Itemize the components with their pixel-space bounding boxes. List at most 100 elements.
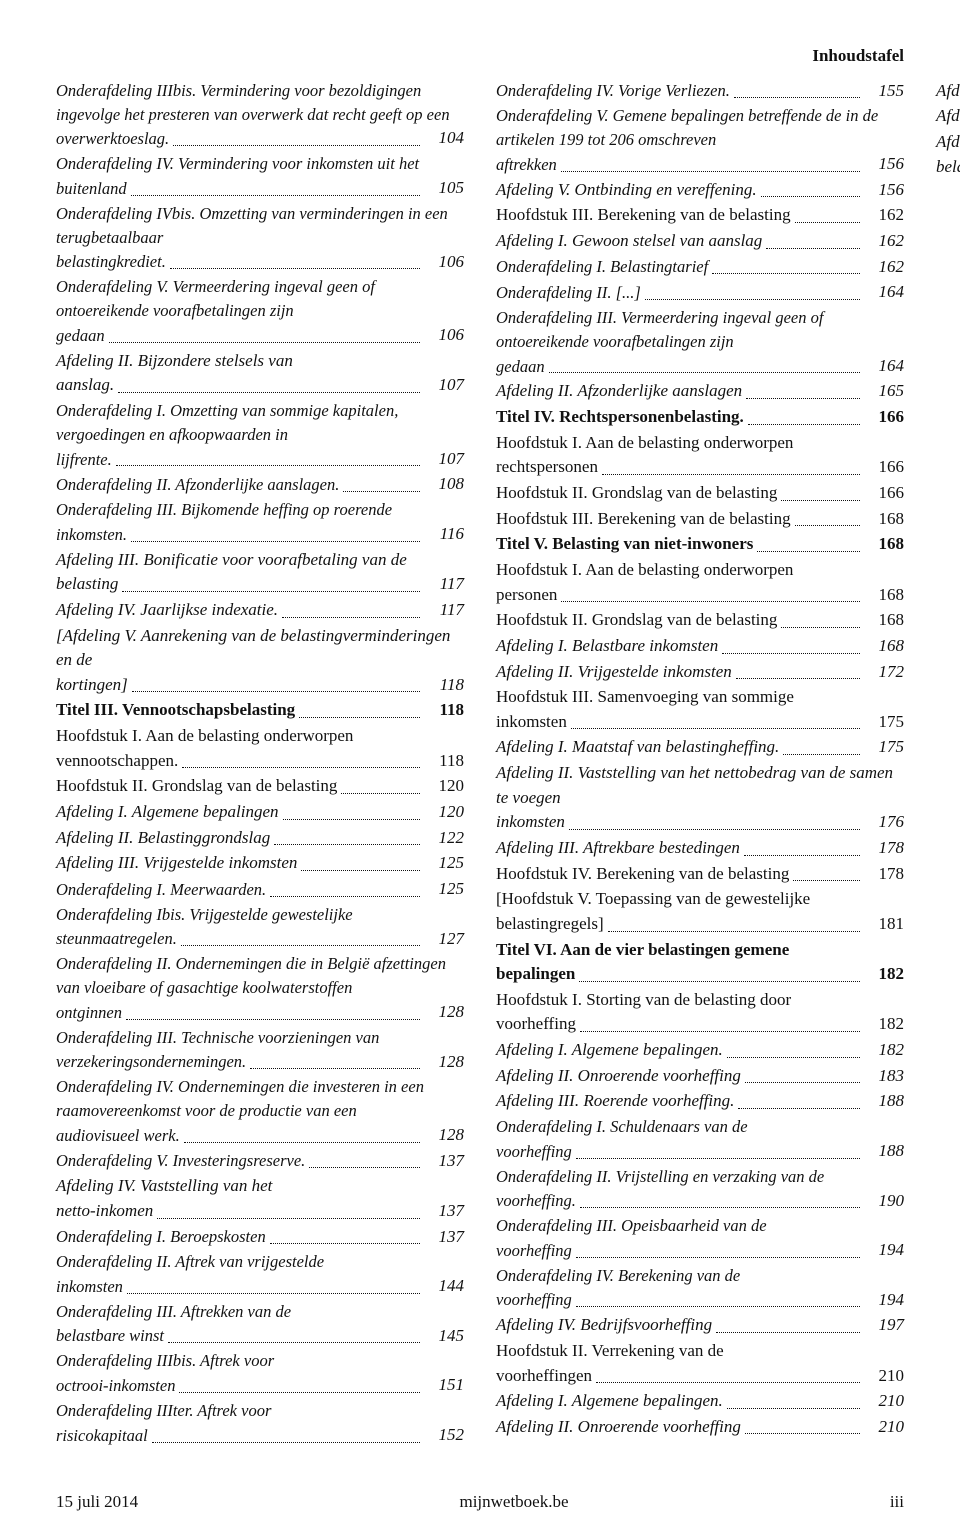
toc-entry: Afdeling IIIbis. [...]211 [936, 104, 960, 129]
toc-entry-label: Hoofdstuk III. Samenvoeging van sommige [496, 685, 904, 710]
toc-entry-page: 165 [864, 379, 904, 404]
toc-entry-label-tail: gedaan [56, 324, 105, 348]
leader-dots [170, 268, 420, 269]
toc-entry-label-tail: aanslag. [56, 373, 114, 398]
toc-entry-page: 137 [424, 1225, 464, 1250]
toc-entry-page: 162 [864, 203, 904, 228]
toc-entry-page: 120 [424, 774, 464, 799]
toc-entry-page: 137 [424, 1199, 464, 1224]
leader-dots [270, 896, 420, 897]
toc-entry: Hoofdstuk II. Grondslag van de belasting… [496, 608, 904, 633]
leader-dots [109, 342, 420, 343]
toc-entry-label-tail: belastingregels] [496, 912, 604, 937]
leader-dots [576, 1306, 860, 1307]
toc-entry: Afdeling III. Roerende voorheffing. 188 [496, 1089, 904, 1114]
leader-dots [131, 195, 420, 196]
toc-entry: Titel V. Belasting van niet-inwoners168 [496, 532, 904, 557]
leader-dots [282, 617, 420, 618]
toc-entry: Afdeling IV. Vaststelling van hetnetto-i… [56, 1174, 464, 1223]
toc-entry-page: 144 [424, 1274, 464, 1299]
toc-entry: Onderafdeling IVbis. Omzetting van vermi… [56, 202, 464, 274]
leader-dots [116, 465, 420, 466]
toc-entry-label-tail: kortingen] [56, 673, 128, 698]
toc-entry: Hoofdstuk I. Aan de belasting onderworpe… [496, 558, 904, 607]
toc-entry-page: 106 [424, 323, 464, 348]
toc-entry-label-tail: overwerktoeslag. [56, 127, 169, 151]
toc-entry-page: 105 [424, 176, 464, 201]
toc-entry: Afdeling I. Maatstaf van belastingheffin… [496, 735, 904, 760]
leader-dots [152, 1442, 420, 1443]
toc-columns: Onderafdeling IIIbis. Vermindering voor … [56, 79, 904, 1459]
toc-entry-label: Hoofdstuk IV. Berekening van de belastin… [496, 862, 789, 887]
leader-dots [576, 1158, 860, 1159]
toc-entry-label: [Hoofdstuk V. Toepassing van de gewestel… [496, 887, 904, 912]
toc-entry-page: 194 [864, 1238, 904, 1263]
footer-center: mijnwetboek.be [459, 1490, 568, 1515]
toc-entry-page: 116 [424, 522, 464, 547]
toc-entry-label: Afdeling IV. Bedrijfsvoorheffing [496, 1313, 712, 1338]
toc-entry: Onderafdeling V. Investeringsreserve. 137 [56, 1149, 464, 1174]
toc-entry-page: 188 [864, 1089, 904, 1114]
toc-entry-label: Afdeling III. Roerende voorheffing. [496, 1089, 734, 1114]
toc-entry-label: Hoofdstuk III. Berekening van de belasti… [496, 203, 791, 228]
toc-entry: Onderafdeling III. Opeisbaarheid van dev… [496, 1214, 904, 1263]
toc-entry-page: 210 [864, 1389, 904, 1414]
toc-entry-label: Afdeling I. Algemene bepalingen. [496, 1038, 723, 1063]
toc-entry: Afdeling I. Algemene bepalingen.182 [496, 1038, 904, 1063]
leader-dots [757, 551, 860, 552]
leader-dots [602, 474, 860, 475]
toc-entry: Onderafdeling I. Belastingtarief162 [496, 255, 904, 280]
leader-dots [722, 653, 860, 654]
leader-dots [716, 1332, 860, 1333]
toc-entry: Hoofdstuk I. Storting van de belasting d… [496, 988, 904, 1037]
toc-entry-page: 168 [864, 507, 904, 532]
toc-entry-page: 178 [864, 836, 904, 861]
toc-entry-page: 182 [864, 1012, 904, 1037]
toc-entry: Hoofdstuk I. Aan de belasting onderworpe… [496, 431, 904, 480]
leader-dots [127, 1293, 420, 1294]
toc-entry: Afdeling V. Ontbinding en vereffening.15… [496, 178, 904, 203]
toc-entry-page: 210 [864, 1415, 904, 1440]
toc-entry-label: Hoofdstuk II. Grondslag van de belasting [496, 608, 777, 633]
toc-entry-label: Onderafdeling IV. Vermindering voor inko… [56, 152, 464, 176]
leader-dots [132, 691, 420, 692]
toc-entry-label: Hoofdstuk III. Berekening van de belasti… [496, 507, 791, 532]
toc-entry-label: Onderafdeling I. Meerwaarden. [56, 878, 266, 902]
toc-entry-page: 106 [424, 250, 464, 275]
toc-entry: Onderafdeling II. Vrijstelling en verzak… [496, 1165, 904, 1214]
toc-entry-page: 128 [424, 1050, 464, 1075]
leader-dots [712, 273, 860, 274]
toc-entry: Onderafdeling II. Ondernemingen die in B… [56, 952, 464, 1024]
leader-dots [168, 1342, 420, 1343]
leader-dots [795, 222, 860, 223]
toc-entry-label: Onderafdeling Ibis. Vrijgestelde geweste… [56, 903, 464, 927]
toc-entry-label-tail: belastbare winst [56, 1324, 164, 1348]
toc-entry-page: 182 [864, 962, 904, 987]
leader-dots [783, 754, 860, 755]
leader-dots [283, 819, 420, 820]
toc-entry-page: 117 [424, 598, 464, 623]
toc-entry-label: Onderafdeling IV. Berekening van de [496, 1264, 904, 1288]
toc-entry-page: 107 [424, 447, 464, 472]
toc-entry: Afdeling II. Belastinggrondslag122 [56, 826, 464, 851]
toc-entry-page: 162 [864, 255, 904, 280]
toc-entry-label: Afdeling III. Vrijgestelde inkomsten [56, 851, 297, 876]
leader-dots [738, 1108, 860, 1109]
toc-entry: Hoofdstuk IV. Berekening van de belastin… [496, 862, 904, 887]
toc-entry: Hoofdstuk II. Verrekening van devoorheff… [496, 1339, 904, 1388]
toc-entry-page: 137 [424, 1149, 464, 1174]
toc-entry-label-tail: gedaan [496, 355, 545, 379]
toc-entry-label: Onderafdeling V. Investeringsreserve. [56, 1149, 305, 1173]
toc-entry: Onderafdeling IV. Vermindering voor inko… [56, 152, 464, 201]
leader-dots [745, 1433, 860, 1434]
toc-entry: Afdeling I. Gewoon stelsel van aanslag16… [496, 229, 904, 254]
toc-entry-page: 210 [864, 1364, 904, 1389]
toc-entry-label-tail: aftrekken [496, 153, 557, 177]
toc-entry-label: Hoofdstuk I. Aan de belasting onderworpe… [56, 724, 464, 749]
toc-entry-page: 107 [424, 373, 464, 398]
leader-dots [781, 500, 860, 501]
toc-entry-label-tail: steunmaatregelen. [56, 927, 177, 951]
leader-dots [576, 1257, 860, 1258]
toc-entry-label: Onderafdeling III. Opeisbaarheid van de [496, 1214, 904, 1238]
toc-entry-label-tail: inkomsten [56, 1275, 123, 1299]
